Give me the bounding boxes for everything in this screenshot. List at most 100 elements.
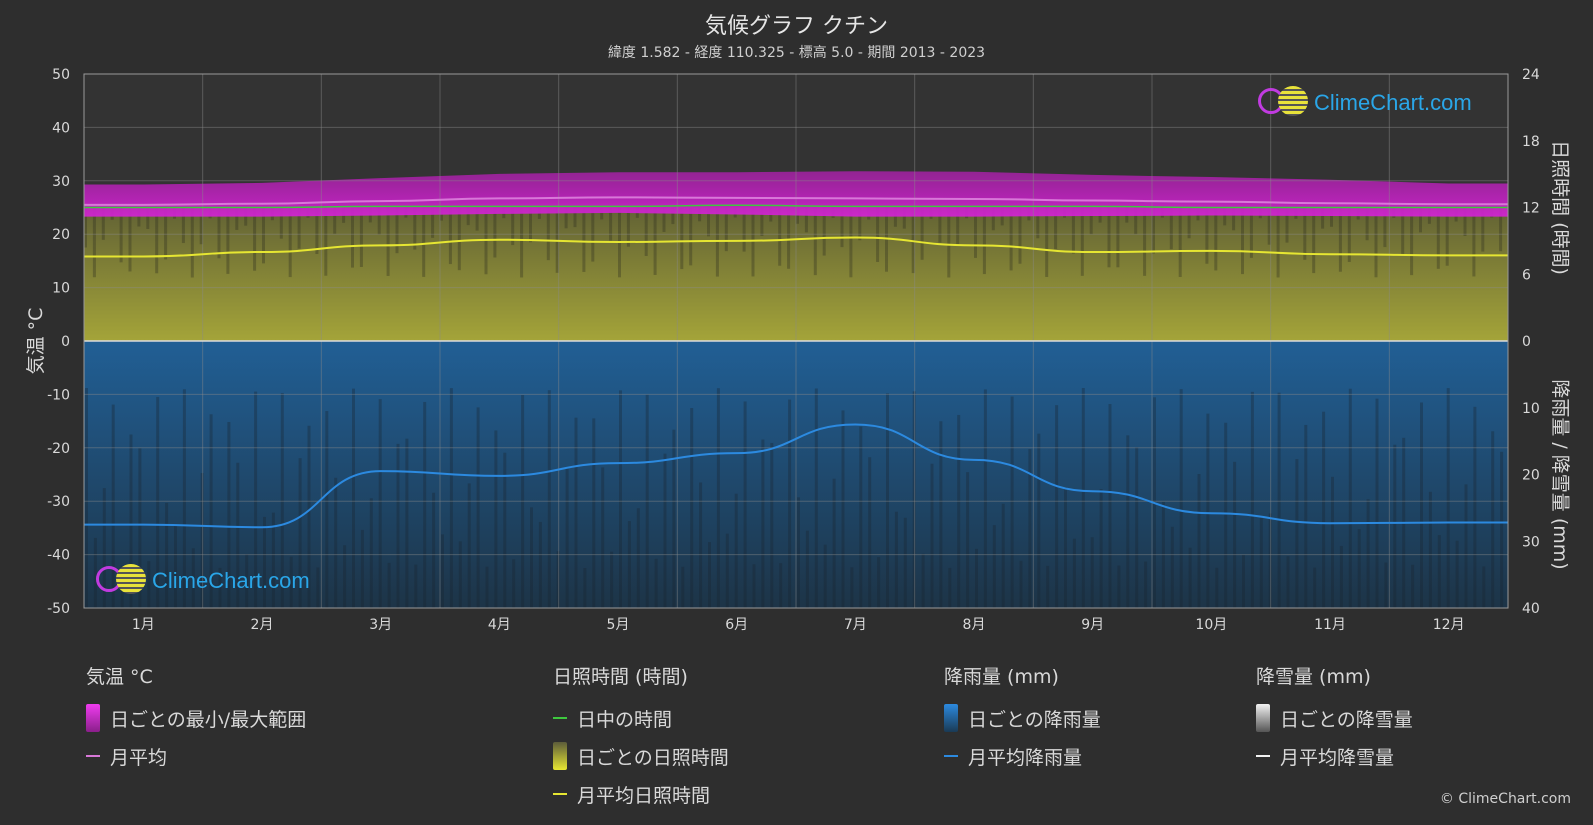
sunshine-daily-bar xyxy=(858,207,862,241)
rain-daily-bar xyxy=(441,534,444,608)
climechart-logo-icon xyxy=(1258,86,1310,120)
logo-top[interactable]: ClimeChart.com xyxy=(1258,86,1472,120)
rain-daily-bar xyxy=(636,508,640,608)
sunshine-daily-bar xyxy=(1178,207,1182,277)
rain-daily-bar xyxy=(1072,538,1076,608)
sunshine-daily-bar xyxy=(466,207,470,226)
rain-daily-bar xyxy=(138,448,142,608)
rain-daily-bar xyxy=(1090,537,1094,608)
rain-daily-bar xyxy=(556,551,560,608)
sunshine-daily-bar xyxy=(128,207,132,272)
sunshine-daily-bar xyxy=(938,207,942,243)
rain-daily-bar xyxy=(1464,484,1468,608)
rain-daily-bar xyxy=(1144,561,1148,608)
climechart-logo-icon xyxy=(96,564,148,598)
sunshine-daily-bar xyxy=(573,207,577,228)
rain-daily-bar xyxy=(307,425,311,608)
sunshine-daily-bar xyxy=(386,207,390,276)
rain-daily-bar xyxy=(1455,540,1459,608)
month-tick-label: 6月 xyxy=(725,617,748,633)
daylight-line xyxy=(84,204,1508,209)
sunshine-daily-bar xyxy=(217,207,221,259)
rain-daily-bar xyxy=(610,551,614,608)
rain-daily-bar xyxy=(690,407,694,608)
rain-daily-bar xyxy=(1268,513,1272,608)
rain-daily-bar xyxy=(1081,388,1085,608)
sunshine-daily-bar xyxy=(760,207,764,236)
month-tick-label: 9月 xyxy=(1081,617,1104,633)
rain-daily-bar xyxy=(1295,459,1299,608)
rain-daily-bar xyxy=(165,502,169,608)
sunshine-daily-bar xyxy=(1009,207,1013,271)
sunshine-daily-bar xyxy=(288,207,292,278)
copyright: © ClimeChart.com xyxy=(1439,791,1571,807)
sunshine-daily-bar xyxy=(689,207,693,266)
rain-daily-bar xyxy=(280,392,284,608)
rain-daily-bar xyxy=(850,567,854,608)
rain-daily-bar xyxy=(939,421,943,608)
rain-daily-bar xyxy=(85,388,88,608)
sunshine-daily-bar xyxy=(947,207,951,278)
sunshine-daily-bar xyxy=(707,207,710,237)
rain-avg-swatch xyxy=(944,755,958,757)
rain-daily-bar xyxy=(992,525,996,608)
rain-daily-bar xyxy=(352,388,355,608)
sunshine-tick-label: 12 xyxy=(1522,201,1540,217)
chart-subtitle: 緯度 1.582 - 経度 110.325 - 標高 5.0 - 期間 2013… xyxy=(607,45,986,61)
sunshine-daily-bar xyxy=(822,207,826,256)
sunshine-daily-bar xyxy=(778,207,782,266)
rain-daily-bar xyxy=(1233,461,1237,608)
rain-daily-bar xyxy=(574,417,578,608)
sunshine-daily-bar xyxy=(359,207,363,267)
rain-daily-bar xyxy=(583,567,587,608)
sunshine-daily-bar xyxy=(324,207,328,276)
sunshine-daily-bar xyxy=(1499,207,1503,252)
rain-daily-bar xyxy=(779,563,783,608)
logo-bottom-text: ClimeChart.com xyxy=(152,568,310,593)
rain-daily-bar xyxy=(957,414,961,608)
sunshine-daily-bar xyxy=(1472,207,1476,277)
sunshine-daily-bar xyxy=(1187,207,1191,239)
sunshine-swatch xyxy=(553,742,567,770)
legend-item: 日ごとの日照時間 xyxy=(553,737,729,775)
snow-swatch xyxy=(1256,704,1270,732)
sunshine-daily-bar xyxy=(742,207,746,252)
sunshine-daily-bar xyxy=(662,207,666,232)
legend-heading: 降雨量 (mm) xyxy=(944,666,1059,688)
rain-daily-bar xyxy=(859,426,863,608)
rain-axis-title: 降雨量 / 降雪量 (mm) xyxy=(1549,379,1571,569)
legend-rain: 降雨量 (mm) 日ごとの降雨量 月平均降雨量 xyxy=(944,662,1101,775)
rain-daily-bar xyxy=(102,488,106,608)
sunshine-daily-bar xyxy=(1347,207,1351,262)
sunshine-axis-title: 日照時間 (時間) xyxy=(1549,140,1571,275)
rain-daily-bar xyxy=(530,507,533,608)
sunshine-daily-bar xyxy=(1401,207,1405,256)
sunshine-daily-bar xyxy=(1107,207,1111,268)
sunshine-daily-bar xyxy=(448,207,452,265)
snow-avg-swatch xyxy=(1256,755,1270,757)
logo-bottom[interactable]: ClimeChart.com xyxy=(96,564,310,598)
temp-range-swatch xyxy=(86,704,100,732)
sunshine-daily-bar xyxy=(119,207,123,263)
rain-daily-bar xyxy=(245,554,249,608)
rain-daily-bar xyxy=(271,512,275,608)
rain-daily-bar xyxy=(1304,424,1308,608)
sunshine-daily-bar xyxy=(1463,207,1467,236)
rain-daily-bar xyxy=(503,452,507,608)
rain-daily-bar xyxy=(156,396,160,608)
sunshine-daily-bar xyxy=(1303,207,1307,260)
sunshine-daily-bar xyxy=(1276,207,1280,278)
rain-daily-bar xyxy=(1348,388,1352,608)
rain-avg-line xyxy=(84,423,1508,529)
rain-daily-bar xyxy=(725,533,729,608)
rain-daily-bar xyxy=(734,493,738,608)
sunshine-daily-bar xyxy=(475,207,479,231)
rain-daily-bar xyxy=(191,548,195,608)
rain-daily-bar xyxy=(236,462,240,608)
sunshine-daily-bar xyxy=(351,207,354,268)
rain-daily-bar xyxy=(111,404,115,608)
rain-daily-bar xyxy=(1028,449,1032,608)
sunshine-daily-bar xyxy=(974,207,977,258)
sunshine-daily-bar xyxy=(431,207,435,238)
month-tick-label: 10月 xyxy=(1195,617,1227,633)
